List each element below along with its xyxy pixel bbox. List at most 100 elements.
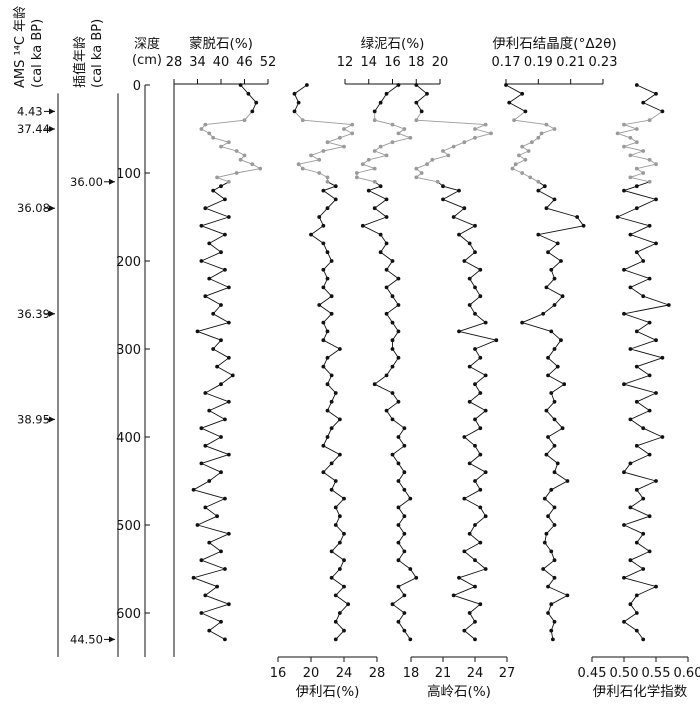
series-6-point-4	[660, 109, 665, 114]
series-6-point-2	[654, 91, 658, 96]
series-2-tick-label-4: 28	[369, 666, 386, 681]
series-1-point-1	[238, 83, 243, 87]
series-2-point-39	[337, 347, 342, 351]
series-4-point-9	[473, 135, 477, 140]
series-2-upper-line	[294, 84, 308, 112]
series-3-tick-label-5: 20	[432, 55, 449, 70]
series-2-point-8	[350, 131, 355, 136]
series-2-point-58	[337, 514, 342, 519]
series-1-point-66	[215, 584, 219, 589]
series-3-point-8	[396, 131, 401, 136]
series-4-point-48	[478, 426, 483, 431]
series-5-point-26	[536, 232, 541, 237]
series-1-point-37	[195, 329, 200, 334]
series-6-point-8	[615, 131, 620, 136]
series-2-lower-line	[310, 181, 349, 640]
series-5-point-65	[552, 575, 557, 580]
series-6-point-1	[634, 83, 639, 87]
series-5-point-58	[546, 514, 550, 519]
series-6-point-26	[628, 232, 633, 237]
series-2-tick-label-1: 16	[270, 666, 287, 681]
series-3-point-61	[396, 540, 401, 545]
series-1-point-57	[203, 505, 208, 510]
series-5-point-66	[546, 584, 550, 589]
series-6-point-67	[634, 593, 639, 598]
series-6-point-72	[641, 637, 646, 642]
series-1-point-55	[191, 487, 196, 492]
series-6-point-56	[641, 496, 646, 501]
series-2-point-60	[342, 531, 346, 536]
series-3-point-57	[396, 505, 401, 510]
series-5-tick-label-2: 0.19	[524, 55, 553, 70]
series-3-point-14	[366, 157, 371, 162]
series-2-point-51	[337, 452, 342, 457]
series-2-point-11	[342, 144, 346, 149]
series-1-point-58	[215, 514, 219, 519]
series-3-point-49	[396, 435, 401, 439]
series-3-point-13	[384, 153, 389, 158]
series-1-point-63	[199, 558, 204, 563]
depth-tick-label-200: 200	[116, 255, 141, 270]
series-6-point-44	[654, 391, 658, 395]
series-5-point-62	[549, 549, 554, 554]
age-marker-label-2-1: 36.00	[70, 175, 103, 189]
series-4-point-72	[473, 637, 477, 642]
series-6-point-39	[628, 347, 633, 351]
series-1-point-27	[207, 241, 212, 246]
series-3-point-46	[384, 408, 389, 413]
series-1-point-71	[207, 628, 212, 633]
series-4-point-55	[478, 487, 483, 492]
series-2-point-7	[342, 127, 346, 131]
series-6-point-38	[654, 338, 658, 343]
series-1-point-14	[238, 157, 243, 162]
series-3-point-12	[372, 149, 377, 153]
series-1-point-49	[219, 435, 223, 439]
series-1-point-56	[223, 496, 227, 501]
series-6-point-69	[634, 611, 639, 615]
series-5-point-55	[549, 487, 554, 492]
series-4-point-36	[483, 320, 488, 325]
series-6-point-70	[622, 619, 626, 624]
series-4-point-2	[425, 91, 429, 96]
series-5-point-17	[520, 171, 525, 175]
series-5-point-40	[546, 355, 550, 360]
series-3-point-37	[396, 329, 401, 334]
age-marker-arrowhead-1-5	[49, 416, 55, 423]
series-1-point-33	[203, 294, 208, 299]
series-1-point-5	[242, 118, 247, 123]
series-5-point-47	[552, 417, 557, 422]
series-4-point-60	[467, 531, 472, 536]
series-5-point-64	[541, 567, 546, 571]
series-4-point-10	[462, 140, 467, 145]
series-2-point-38	[321, 338, 326, 343]
series-4-point-41	[467, 364, 472, 369]
series-1-point-34	[219, 303, 223, 307]
series-6-point-46	[647, 408, 652, 413]
series-6-point-57	[628, 505, 633, 510]
series-2-point-2	[292, 91, 297, 96]
series-1-point-17	[234, 171, 239, 175]
series-2-point-40	[325, 355, 330, 360]
series-3-point-71	[402, 628, 407, 633]
series-4-point-47	[473, 417, 477, 422]
series-2-point-21	[321, 188, 326, 193]
series-5-point-13	[517, 153, 521, 158]
series-2-axis-title: 伊利石(%)	[296, 684, 360, 700]
series-2-tick-label-2: 20	[303, 666, 320, 681]
series-3-point-25	[360, 223, 365, 228]
series-4-point-35	[473, 311, 477, 316]
series-2-point-37	[325, 329, 330, 334]
age-marker-label-1-3: 36.08	[17, 201, 50, 215]
series-4-point-53	[483, 470, 488, 475]
series-2-point-61	[337, 540, 342, 545]
series-3-point-55	[402, 487, 407, 492]
age-marker-arrowhead-1-1	[49, 108, 55, 115]
series-4-tick-label-3: 24	[467, 666, 484, 681]
series-2-point-54	[333, 479, 338, 483]
age-column-subtitle-2: (cal ka BP)	[90, 19, 105, 88]
series-3-tick-label-4: 18	[408, 55, 425, 70]
series-5-point-7	[552, 127, 557, 131]
series-5-point-23	[544, 206, 549, 211]
series-3-point-54	[396, 479, 401, 483]
series-2-point-36	[321, 320, 326, 325]
